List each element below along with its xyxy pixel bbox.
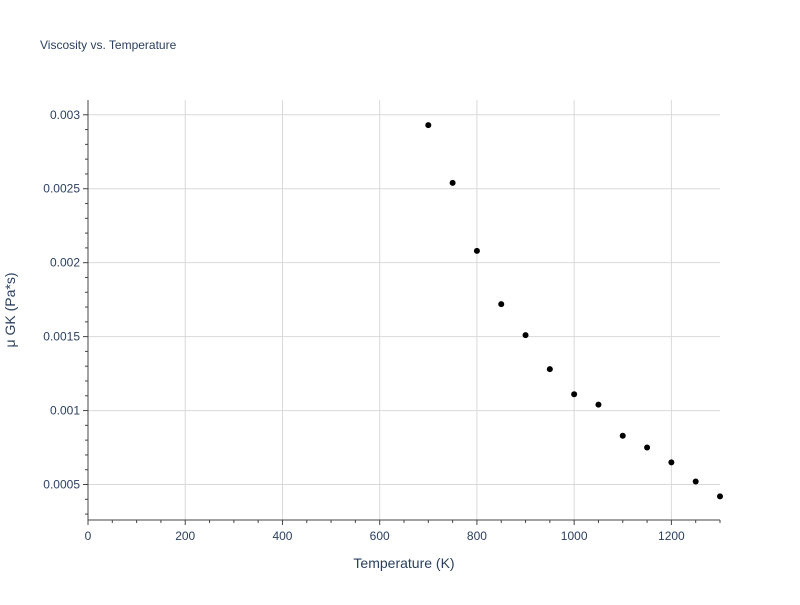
data-point xyxy=(473,247,480,254)
y-tick-label: 0.002 xyxy=(50,256,80,270)
data-point xyxy=(619,432,626,439)
y-tick-label: 0.003 xyxy=(50,108,80,122)
data-point xyxy=(425,122,432,129)
chart-title: Viscosity vs. Temperature xyxy=(40,38,177,52)
x-tick-label: 800 xyxy=(467,529,487,543)
data-point xyxy=(668,459,675,466)
x-tick-label: 400 xyxy=(272,529,292,543)
x-tick-label: 600 xyxy=(370,529,390,543)
data-point xyxy=(546,366,553,373)
data-point xyxy=(692,478,699,485)
data-point xyxy=(522,332,529,339)
y-tick-label: 0.0025 xyxy=(43,182,80,196)
x-tick-label: 0 xyxy=(85,529,92,543)
x-axis-title: Temperature (K) xyxy=(353,555,454,571)
data-point xyxy=(644,444,651,451)
data-point xyxy=(717,493,723,500)
y-tick-label: 0.001 xyxy=(50,404,80,418)
x-tick-label: 200 xyxy=(175,529,195,543)
x-tick-label: 1000 xyxy=(561,529,588,543)
x-tick-label: 1200 xyxy=(658,529,685,543)
y-tick-label: 0.0005 xyxy=(43,478,80,492)
data-point xyxy=(498,301,505,308)
data-point xyxy=(595,401,602,408)
data-point xyxy=(449,179,456,186)
y-tick-label: 0.0015 xyxy=(43,330,80,344)
y-axis-title: μ GK (Pa*s) xyxy=(2,273,18,348)
data-point xyxy=(571,391,578,398)
